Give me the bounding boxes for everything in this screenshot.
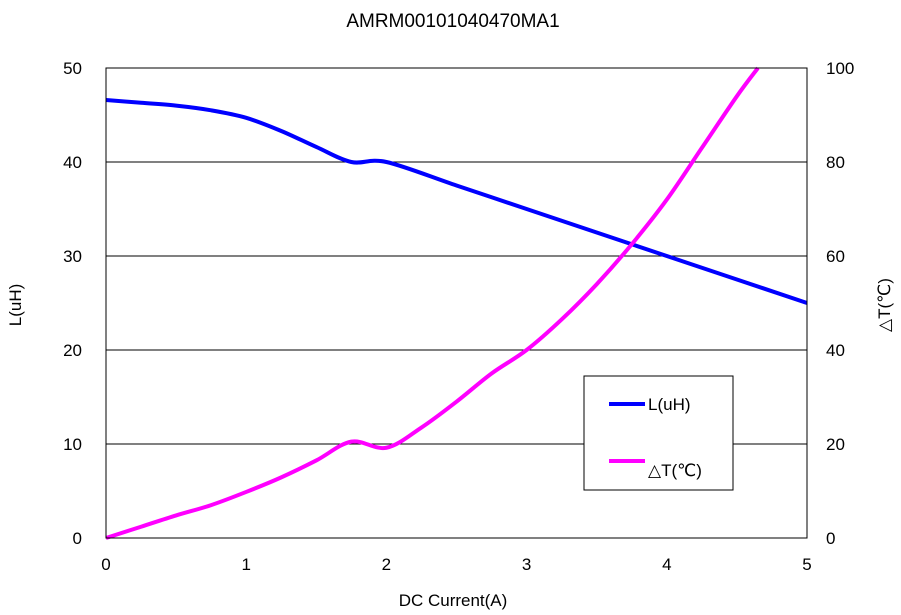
legend-label-l: L(uH) bbox=[648, 395, 691, 414]
y2-tick-label: 40 bbox=[826, 341, 845, 360]
y2-tick-label: 20 bbox=[826, 435, 845, 454]
x-axis-label: DC Current(A) bbox=[399, 591, 508, 610]
y2-axis-ticks: 0 20 40 60 80 100 bbox=[826, 59, 854, 548]
x-axis-ticks: 0 1 2 3 4 5 bbox=[101, 555, 811, 574]
legend-label-dt: △T(℃) bbox=[648, 461, 702, 480]
y-tick-label: 50 bbox=[63, 59, 82, 78]
y-tick-label: 20 bbox=[63, 341, 82, 360]
x-tick-label: 1 bbox=[241, 555, 250, 574]
x-tick-label: 2 bbox=[382, 555, 391, 574]
y2-axis-label: △T(℃) bbox=[875, 278, 894, 332]
series-line-temperature-rise bbox=[105, 66, 760, 540]
y-tick-label: 30 bbox=[63, 247, 82, 266]
y-axis-label: L(uH) bbox=[6, 284, 25, 327]
y2-tick-label: 0 bbox=[826, 529, 835, 548]
legend-box bbox=[583, 375, 734, 491]
y-axis-ticks: 0 10 20 30 40 50 bbox=[63, 59, 82, 548]
y2-tick-label: 100 bbox=[826, 59, 854, 78]
x-tick-label: 5 bbox=[802, 555, 811, 574]
chart-title: AMRM00101040470MA1 bbox=[346, 11, 559, 32]
x-tick-label: 3 bbox=[522, 555, 531, 574]
series-line-inductance bbox=[105, 97, 808, 305]
x-tick-label: 0 bbox=[101, 555, 110, 574]
y-tick-label: 0 bbox=[73, 529, 82, 548]
plot-frame bbox=[105, 67, 808, 539]
legend: L(uH) △T(℃) bbox=[583, 375, 734, 491]
x-tick-label: 4 bbox=[662, 555, 671, 574]
y2-tick-label: 80 bbox=[826, 153, 845, 172]
y-tick-label: 10 bbox=[63, 435, 82, 454]
series-layer bbox=[105, 66, 808, 540]
y-tick-label: 40 bbox=[63, 153, 82, 172]
y2-tick-label: 60 bbox=[826, 247, 845, 266]
